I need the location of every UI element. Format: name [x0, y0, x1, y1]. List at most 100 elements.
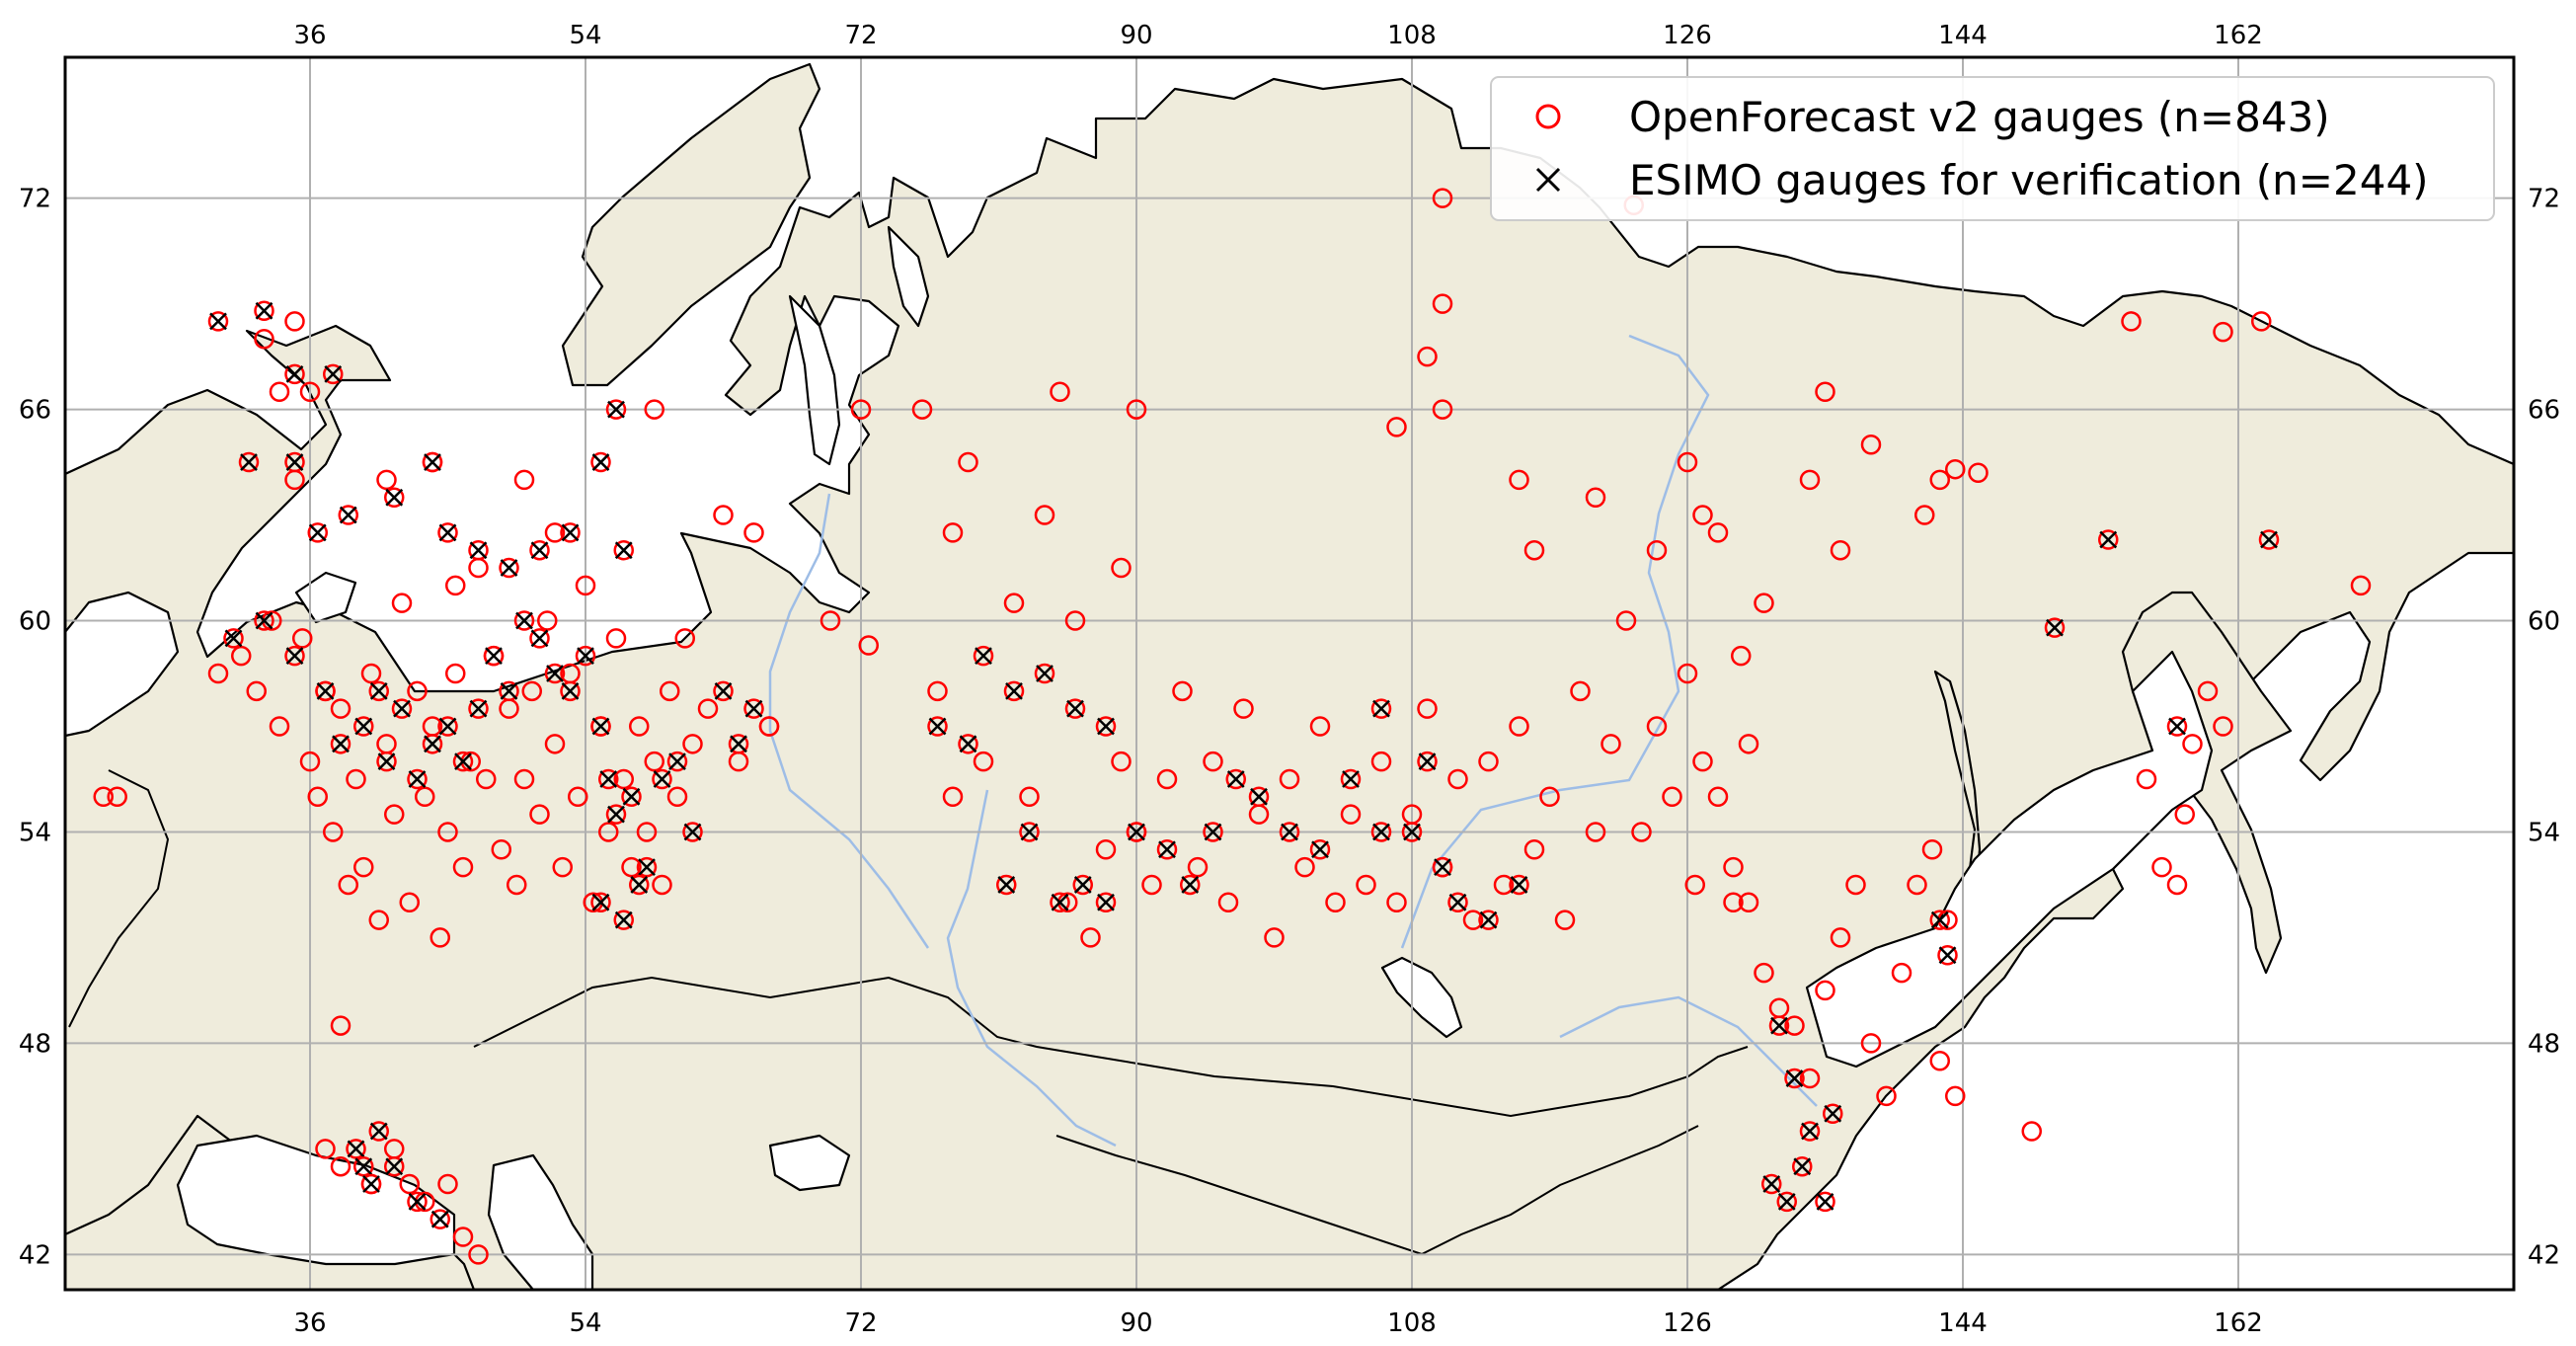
openforecast-gauge-marker — [1600, 734, 1621, 754]
esimo-gauge-marker — [1203, 822, 1223, 842]
openforecast-gauge-marker — [407, 680, 428, 702]
x-tick-label-top: 90 — [1120, 21, 1152, 50]
openforecast-gauge-marker — [284, 311, 305, 332]
openforecast-gauge-marker — [2182, 734, 2203, 754]
esimo-gauge-marker — [1370, 698, 1392, 719]
openforecast-gauge-marker — [1830, 539, 1851, 561]
openforecast-gauge-marker — [1126, 399, 1147, 420]
y-tick-label-left: 60 — [19, 607, 51, 637]
ob-gulf — [788, 294, 841, 466]
openforecast-gauge-marker — [1432, 293, 1453, 314]
esimo-gauge-marker — [1340, 768, 1362, 790]
esimo-gauge-marker — [360, 1173, 382, 1195]
esimo-gauge-marker — [422, 734, 443, 754]
openforecast-gauge-marker — [1080, 927, 1101, 948]
openforecast-gauge-marker — [468, 1244, 489, 1265]
esimo-gauge-marker — [1447, 892, 1468, 913]
openforecast-gauge-marker — [1646, 716, 1668, 737]
esimo-gauge-marker — [605, 399, 627, 420]
esimo-gauge-marker — [682, 822, 703, 842]
y-tick-label-left: 54 — [19, 818, 51, 847]
openforecast-gauge-marker — [353, 856, 374, 878]
esimo-gauge-marker — [384, 1155, 405, 1177]
openforecast-gauge-marker — [713, 505, 734, 525]
esimo-gauge-marker — [468, 539, 489, 561]
x-tick-label-top: 54 — [569, 21, 601, 50]
y-tick-label-right: 42 — [2528, 1240, 2560, 1270]
openforecast-gauge-marker — [1111, 751, 1132, 772]
x-tick-label-top: 108 — [1387, 21, 1437, 50]
openforecast-gauge-marker — [391, 593, 413, 613]
y-tick-label-right: 54 — [2528, 818, 2560, 847]
x-tick-label-bottom: 72 — [844, 1308, 877, 1338]
openforecast-gauge-marker — [1684, 874, 1705, 896]
openforecast-gauge-marker — [1921, 839, 1943, 860]
openforecast-gauge-marker — [1417, 698, 1438, 719]
openforecast-gauge-marker — [1064, 610, 1086, 631]
openforecast-gauge-marker — [1815, 980, 1835, 1001]
esimo-gauge-marker — [666, 751, 688, 772]
esimo-gauge-marker — [437, 522, 458, 543]
x-tick-label-bottom: 54 — [569, 1308, 601, 1338]
openforecast-gauge-marker — [1914, 505, 1935, 525]
openforecast-gauge-marker — [682, 734, 703, 754]
openforecast-gauge-marker — [1432, 188, 1453, 208]
esimo-gauge-marker — [1478, 910, 1499, 930]
caspian-sea — [487, 1153, 594, 1290]
openforecast-gauge-marker — [107, 786, 127, 808]
esimo-gauge-marker — [407, 768, 428, 790]
x-tick-label-bottom: 108 — [1387, 1308, 1437, 1338]
esimo-gauge-marker — [284, 645, 305, 667]
openforecast-gauge-marker — [2251, 311, 2272, 332]
openforecast-gauge-marker — [1325, 892, 1346, 913]
openforecast-gauge-marker — [1019, 786, 1040, 808]
openforecast-gauge-marker — [368, 910, 389, 930]
openforecast-gauge-marker — [1585, 487, 1606, 508]
esimo-gauge-marker — [1180, 874, 1201, 896]
esimo-gauge-marker — [223, 628, 244, 649]
esimo-gauge-marker — [513, 610, 535, 631]
esimo-gauge-marker — [629, 874, 650, 896]
openforecast-gauge-marker — [942, 786, 964, 808]
openforecast-gauge-marker — [445, 663, 466, 684]
openforecast-gauge-marker — [2021, 1121, 2042, 1142]
esimo-gauge-marker — [483, 645, 505, 667]
openforecast-gauge-marker — [2166, 874, 2188, 896]
openforecast-gauge-marker — [529, 804, 550, 825]
esimo-gauge-marker — [1248, 786, 1270, 808]
esimo-gauge-marker — [254, 610, 274, 631]
openforecast-gauge-marker — [598, 822, 619, 842]
esimo-gauge-marker — [1761, 1173, 1782, 1195]
esimo-gauge-marker — [605, 804, 627, 825]
openforecast-gauge-marker — [521, 680, 542, 702]
openforecast-gauge-marker — [254, 329, 274, 350]
river-layer — [768, 334, 1818, 1148]
y-tick-label-right: 66 — [2528, 396, 2560, 426]
openforecast-gauge-marker — [399, 892, 420, 913]
openforecast-gauge-marker — [927, 680, 948, 702]
openforecast-gauge-marker — [299, 751, 321, 772]
esimo-gauge-marker — [613, 539, 634, 561]
openforecast-gauge-marker — [1707, 786, 1729, 808]
openforecast-gauge-marker — [1141, 874, 1162, 896]
esimo-gauge-marker — [529, 539, 550, 561]
axis-tick-labels: 36 36 54 54 72 72 90 90 108 108 126 126 144 144 162 162… — [19, 21, 2560, 1338]
yenisei-gulf — [887, 225, 930, 328]
gridlines — [65, 57, 2514, 1290]
openforecast-gauge-marker — [445, 575, 466, 596]
esimo-gauge-marker — [499, 680, 519, 702]
openforecast-gauge-marker — [2350, 575, 2372, 596]
openforecast-gauge-marker — [1738, 892, 1759, 913]
openforecast-gauge-marker — [743, 522, 764, 543]
esimo-gauge-marker — [927, 716, 948, 737]
openforecast-gauge-marker — [1907, 874, 1927, 896]
esimo-gauge-marker — [207, 311, 229, 332]
esimo-gauge-marker — [1401, 822, 1423, 842]
openforecast-gauge-marker — [246, 680, 267, 702]
esimo-gauge-marker — [743, 698, 764, 719]
legend-esimo-label: ESIMO gauges for verification (n=244) — [1629, 156, 2429, 204]
openforecast-gauge-marker — [93, 786, 114, 808]
legend-openforecast-marker — [1535, 104, 1561, 129]
openforecast-gauge-marker — [1707, 522, 1729, 543]
openforecast-gauge-marker — [858, 635, 879, 656]
